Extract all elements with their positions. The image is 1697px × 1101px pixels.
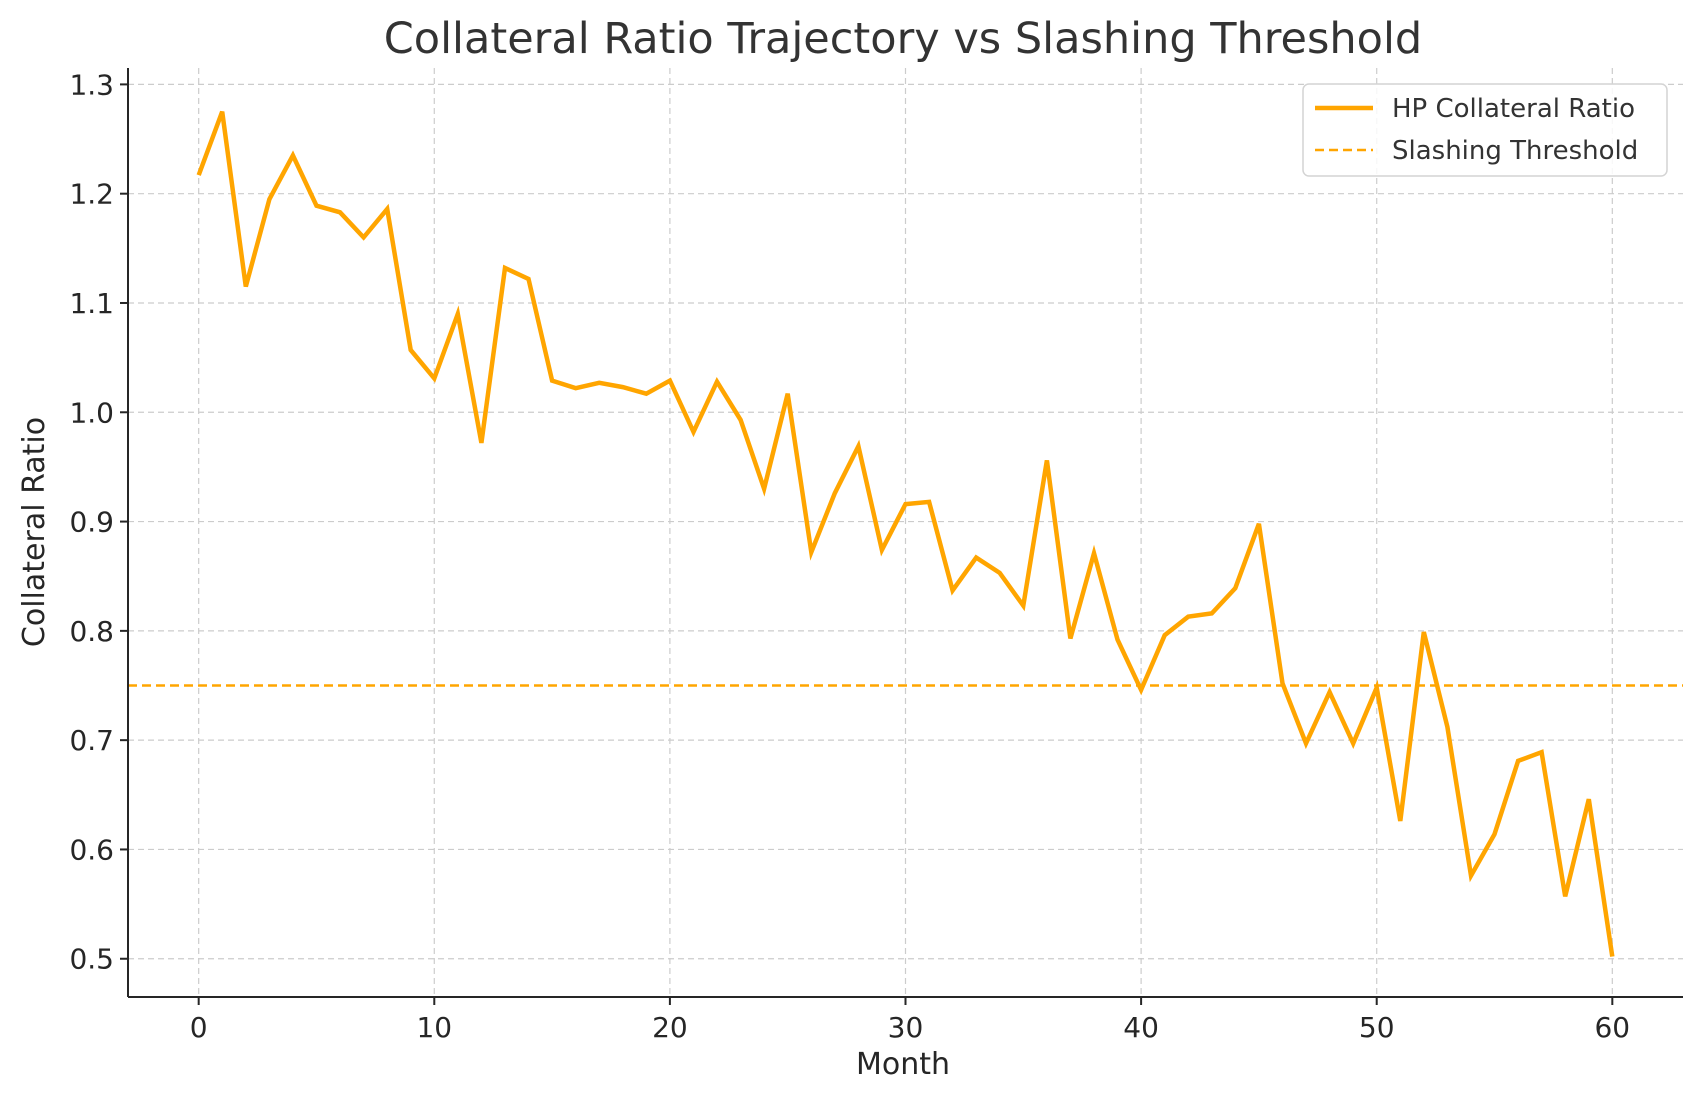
legend-label-slashing-threshold: Slashing Threshold xyxy=(1392,136,1638,166)
legend: HP Collateral Ratio Slashing Threshold xyxy=(1302,83,1668,177)
x-tick-label: 30 xyxy=(888,1011,924,1044)
x-tick-label: 60 xyxy=(1594,1011,1630,1044)
x-tick-label: 0 xyxy=(190,1011,208,1044)
y-axis-label: Collateral Ratio xyxy=(17,417,52,647)
grid-layer xyxy=(128,68,1683,997)
chart-title: Collateral Ratio Trajectory vs Slashing … xyxy=(384,14,1422,64)
data-layer xyxy=(128,110,1683,957)
x-tick-label: 20 xyxy=(652,1011,688,1044)
x-tick-label: 40 xyxy=(1123,1011,1159,1044)
y-tick-label: 0.6 xyxy=(69,833,114,866)
hp-collateral-ratio-line xyxy=(196,110,1615,957)
y-tick-label: 1.1 xyxy=(69,287,114,320)
legend-label-hp-collateral-ratio: HP Collateral Ratio xyxy=(1392,94,1635,124)
y-tick-label: 0.7 xyxy=(69,724,114,757)
y-tick-label: 0.5 xyxy=(69,943,114,976)
legend-frame xyxy=(1302,83,1668,177)
y-tick-label: 1.3 xyxy=(69,68,114,101)
y-tick-label: 0.9 xyxy=(69,506,114,539)
x-axis-label: Month xyxy=(856,1047,950,1082)
x-tick-label: 10 xyxy=(416,1011,452,1044)
y-tick-label: 1.0 xyxy=(69,396,114,429)
y-tick-label: 1.2 xyxy=(69,178,114,211)
axis-layer: 0 10 20 30 40 50 60 0.5 0.6 0.7 0.8 0.9 1.0 1.1 1.2 1.3 xyxy=(69,68,1683,1044)
y-tick-label: 0.8 xyxy=(69,615,114,648)
x-tick-label: 50 xyxy=(1359,1011,1395,1044)
